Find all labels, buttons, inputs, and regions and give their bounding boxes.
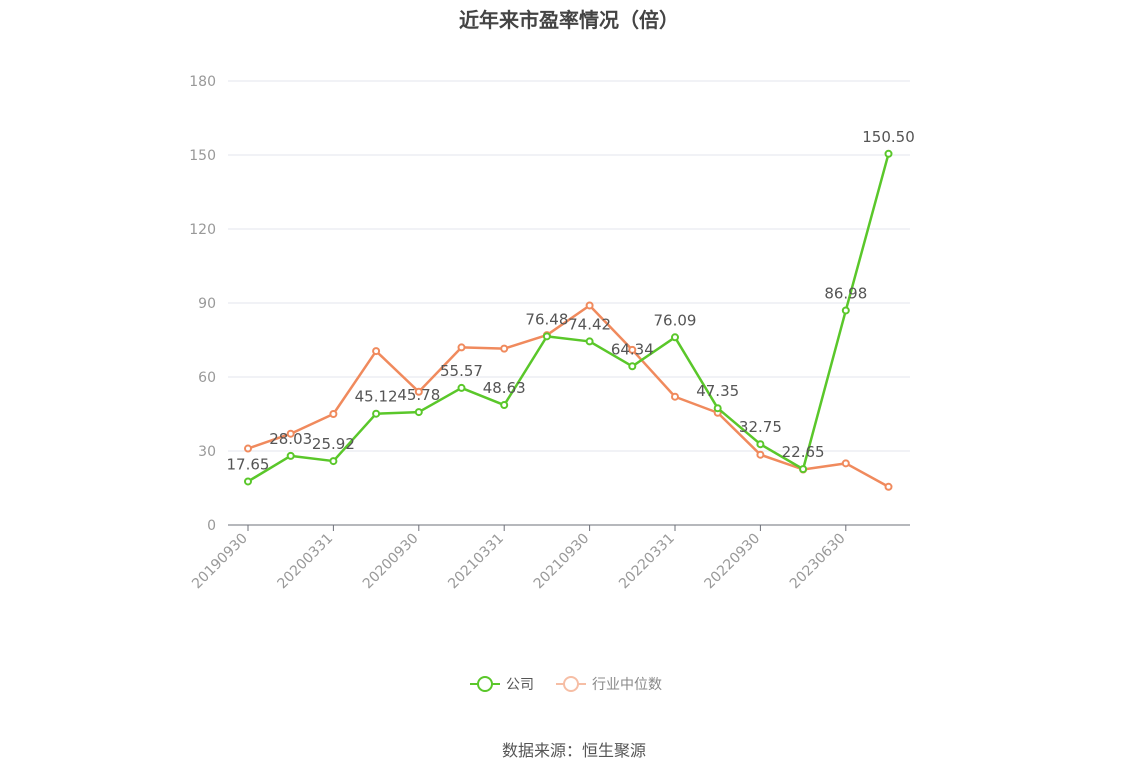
data-point-industry-median <box>244 444 252 453</box>
x-tick-label: 20220930 <box>702 531 764 593</box>
data-point-company <box>671 333 679 342</box>
data-label: 28.03 <box>269 430 312 448</box>
data-point-company <box>500 401 509 410</box>
legend-industry-marker-icon <box>556 674 586 694</box>
data-label: 64.34 <box>611 340 654 358</box>
legend: 公司 行业中位数 <box>470 674 662 694</box>
data-point-industry-median <box>585 301 594 310</box>
data-point-company <box>884 149 893 158</box>
y-tick-label: 150 <box>189 148 216 164</box>
y-tick-label: 180 <box>189 74 216 90</box>
data-point-company <box>756 440 765 449</box>
data-label: 48.63 <box>483 379 526 397</box>
data-point-industry-median <box>500 344 509 353</box>
data-point-industry-median <box>884 482 893 491</box>
data-point-company <box>713 404 722 413</box>
data-label: 55.57 <box>440 362 483 380</box>
data-label: 74.42 <box>568 315 611 333</box>
data-point-company <box>286 451 295 460</box>
data-point-company <box>542 332 551 341</box>
x-tick-label: 20190930 <box>189 531 251 593</box>
data-source: 数据来源：恒生聚源 <box>501 741 646 760</box>
x-tick-label: 20210331 <box>445 531 507 593</box>
data-point-company <box>628 362 637 371</box>
legend-item-company[interactable]: 公司 <box>470 674 534 694</box>
data-label: 25.92 <box>312 435 355 453</box>
x-tick-label: 20200331 <box>275 531 337 593</box>
y-tick-label: 90 <box>198 296 216 312</box>
data-label: 76.48 <box>525 310 568 328</box>
data-point-industry-median <box>372 347 381 356</box>
data-point-company <box>372 409 381 418</box>
data-point-industry-median <box>756 450 765 459</box>
y-tick-label: 120 <box>189 222 216 238</box>
data-label: 32.75 <box>739 418 782 436</box>
legend-company-marker-icon <box>470 674 500 694</box>
series-line-company <box>247 153 890 483</box>
y-tick-label: 30 <box>198 444 216 460</box>
legend-industry-label: 行业中位数 <box>592 677 662 693</box>
data-label: 17.65 <box>227 455 270 473</box>
data-label: 86.98 <box>824 284 867 302</box>
x-tick-label: 20230630 <box>787 531 849 593</box>
data-point-industry-median <box>414 387 423 396</box>
data-label: 47.35 <box>696 382 739 400</box>
x-tick-label: 20210930 <box>531 531 593 593</box>
data-point-company <box>585 337 594 346</box>
data-point-company <box>799 465 808 474</box>
x-tick-label: 20200930 <box>360 531 422 593</box>
data-point-company <box>457 383 466 392</box>
data-point-company <box>414 408 423 417</box>
data-label: 45.78 <box>397 386 440 404</box>
data-point-industry-median <box>329 410 338 418</box>
data-label: 22.65 <box>782 443 825 461</box>
data-point-industry-median <box>286 429 295 438</box>
data-point-company <box>244 477 252 486</box>
y-tick-label: 60 <box>198 370 216 386</box>
y-tick-label: 0 <box>207 518 216 534</box>
data-point-company <box>841 306 850 315</box>
data-label: 150.50 <box>862 128 915 146</box>
data-point-company <box>329 457 338 466</box>
data-label: 76.09 <box>654 311 697 329</box>
legend-company-label: 公司 <box>506 677 534 693</box>
chart-title: 近年来市盈率情况（倍） <box>459 8 679 32</box>
data-point-industry-median <box>841 459 850 468</box>
legend-item-industry-median[interactable]: 行业中位数 <box>556 674 662 694</box>
data-point-industry-median <box>457 343 466 352</box>
data-point-industry-median <box>671 392 679 401</box>
series-line-industry-median <box>247 304 890 488</box>
data-label: 45.12 <box>355 388 398 406</box>
data-point-industry-median <box>628 345 637 354</box>
x-tick-label: 20220331 <box>616 531 678 593</box>
